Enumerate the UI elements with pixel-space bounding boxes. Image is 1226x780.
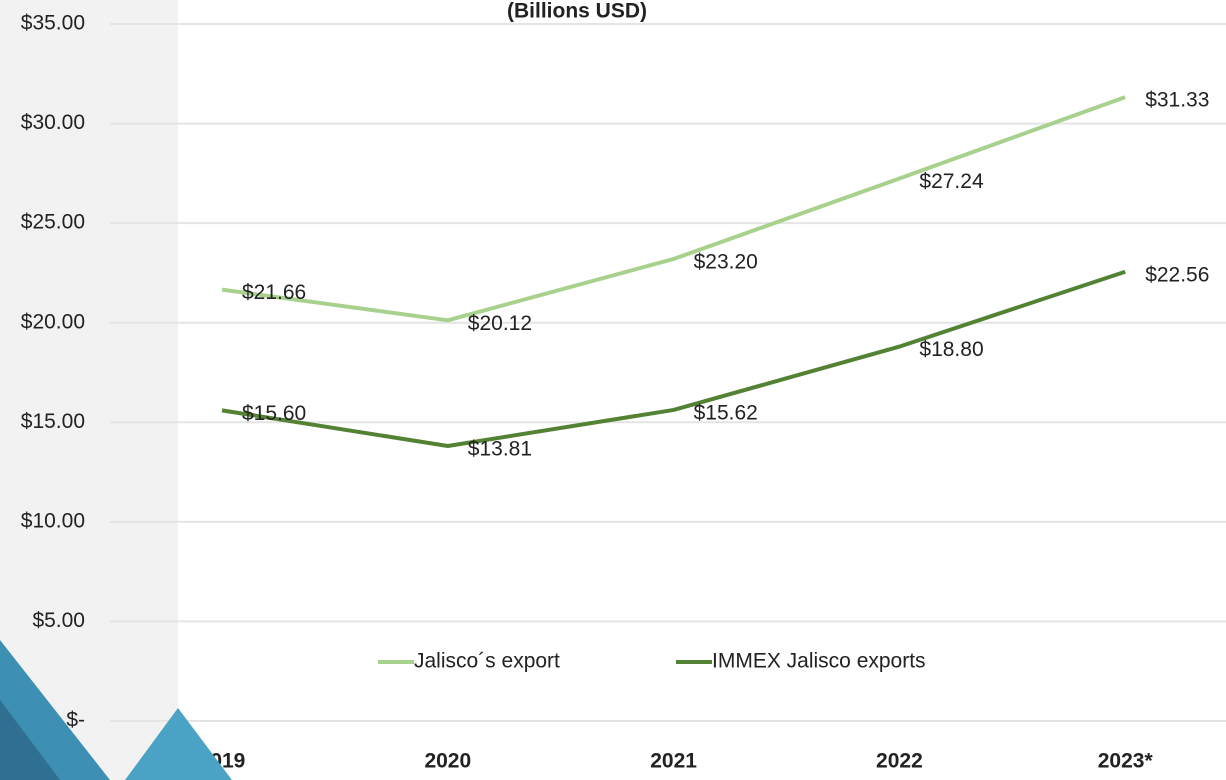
- y-tick-label: $20.00: [21, 310, 85, 333]
- x-tick-label: 2022: [876, 750, 923, 773]
- y-tick-label: $10.00: [21, 509, 85, 532]
- data-label: $22.56: [1145, 263, 1209, 286]
- chart-title: (Billions USD): [507, 0, 647, 23]
- data-label: $15.60: [242, 402, 306, 425]
- x-tick-label: 2023*: [1098, 750, 1154, 773]
- y-tick-label: $35.00: [21, 12, 85, 35]
- y-tick-label: $15.00: [21, 410, 85, 433]
- y-tick-label: $30.00: [21, 111, 85, 134]
- series-line: [222, 97, 1125, 320]
- data-label: $31.33: [1145, 89, 1209, 112]
- x-tick-label: 2020: [424, 750, 471, 773]
- data-label: $21.66: [242, 281, 306, 304]
- data-label: $20.12: [468, 312, 532, 335]
- y-tick-label: $25.00: [21, 211, 85, 234]
- x-tick-label: 2021: [650, 750, 697, 773]
- data-label: $18.80: [919, 338, 983, 361]
- chart: (Billions USD) $-$5.00$10.00$15.00$20.00…: [0, 0, 1226, 780]
- legend-label: Jalisco´s export: [414, 650, 560, 673]
- plot: $-$5.00$10.00$15.00$20.00$25.00$30.00$35…: [21, 12, 1226, 773]
- series-line: [222, 272, 1125, 446]
- data-label: $27.24: [919, 170, 984, 193]
- data-label: $15.62: [694, 401, 758, 424]
- data-label: $13.81: [468, 438, 532, 461]
- data-label: $23.20: [694, 251, 758, 274]
- legend-label: IMMEX Jalisco exports: [712, 650, 926, 673]
- y-tick-label: $5.00: [32, 609, 85, 632]
